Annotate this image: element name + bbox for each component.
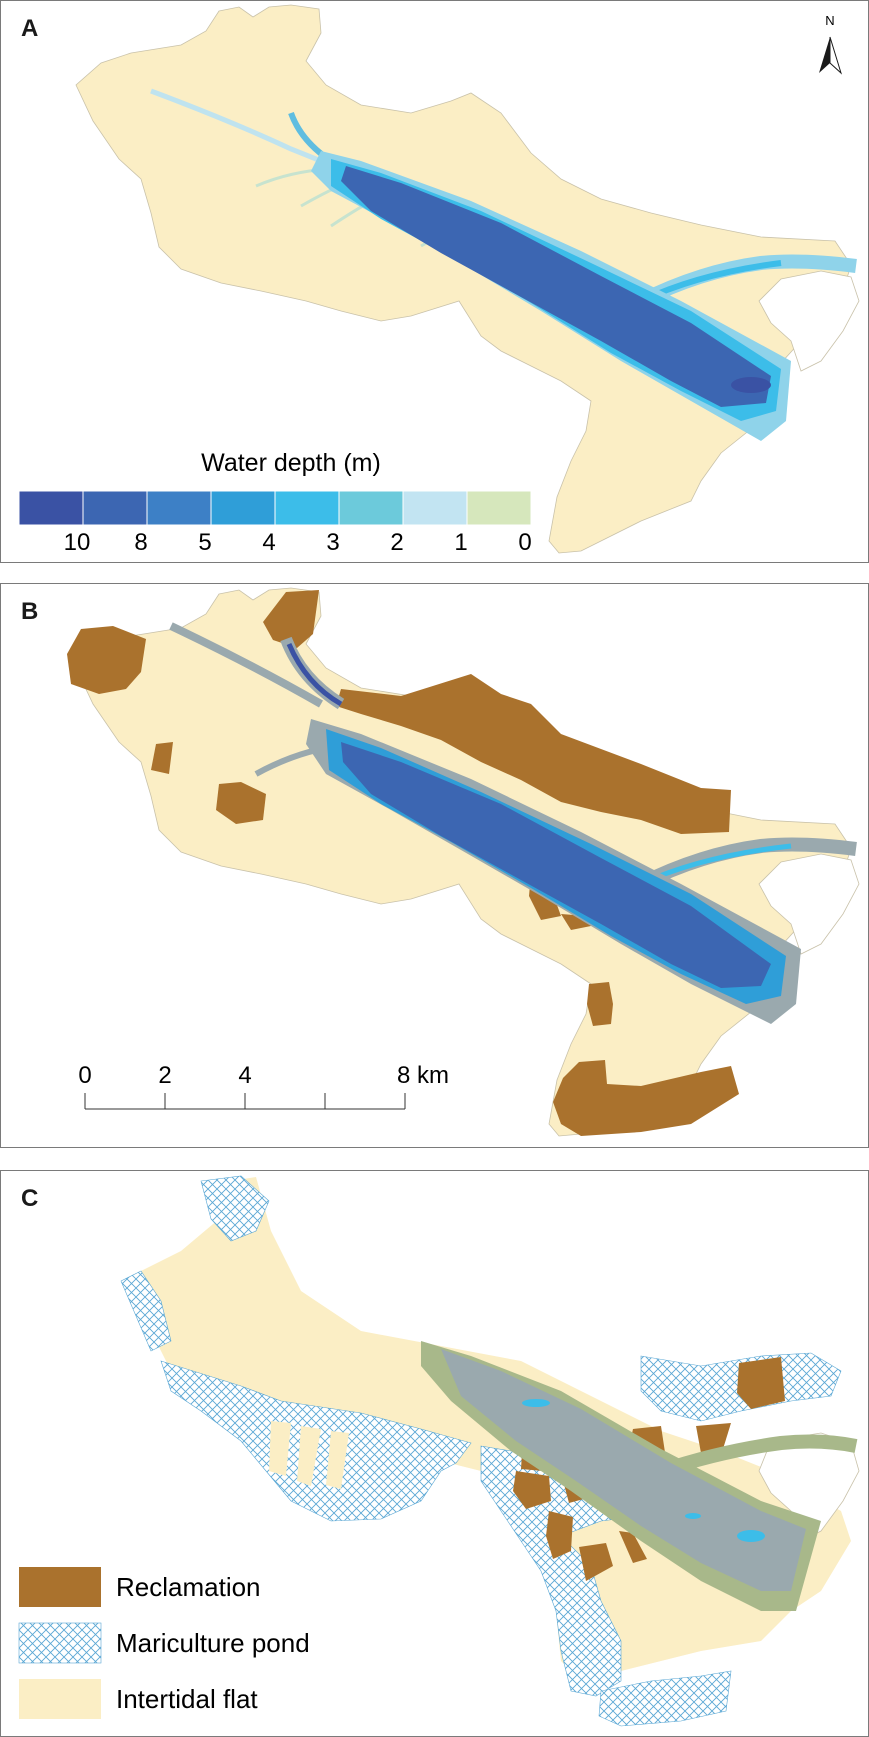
scale-bar: 0 2 4 8 km <box>78 1062 449 1109</box>
intertidal-flat-area <box>76 588 851 1136</box>
panel-b-map: 0 2 4 8 km <box>1 584 868 1147</box>
class-legend-label: Intertidal flat <box>116 1684 258 1714</box>
class-legend-label: Mariculture pond <box>116 1628 310 1658</box>
depth-legend-swatch <box>83 491 147 525</box>
panel-a-water-depth-map: A N Water depth (m) 10 8 5 4 3 2 1 0 <box>0 0 869 563</box>
depth-legend-swatch <box>403 491 467 525</box>
depth-legend-swatches <box>19 491 531 525</box>
depth-legend-swatch <box>147 491 211 525</box>
depth-legend-tick-label: 1 <box>454 529 467 556</box>
north-arrow-icon <box>819 37 841 73</box>
channel-deep-spot <box>522 1399 550 1407</box>
depth-legend-tick-label: 4 <box>262 529 275 556</box>
panel-c-land-use-map: C <box>0 1170 869 1737</box>
depth-legend-swatch <box>211 491 275 525</box>
scale-bar-label: 4 <box>238 1062 251 1089</box>
depth-legend-swatch <box>467 491 531 525</box>
scale-bar-label: 8 km <box>397 1062 449 1089</box>
panel-c-map: Reclamation Mariculture pond Intertidal fl… <box>1 1171 868 1736</box>
channel-deep-spot <box>737 1530 765 1542</box>
depth-legend-swatch <box>339 491 403 525</box>
depth-legend-tick-label: 5 <box>198 529 211 556</box>
class-legend-swatch <box>19 1623 101 1663</box>
depth-legend-tick-label: 2 <box>390 529 403 556</box>
channel-deep-spot <box>685 1513 701 1519</box>
panel-a-map: N Water depth (m) 10 8 5 4 3 2 1 0 <box>1 1 868 562</box>
scale-bar-label: 2 <box>158 1062 171 1089</box>
intertidal-flat-area <box>76 5 851 553</box>
class-legend-swatch <box>19 1679 101 1719</box>
depth-legend-tick-label: 8 <box>134 529 147 556</box>
depth-legend-swatch <box>275 491 339 525</box>
north-arrow-label: N <box>825 13 834 28</box>
main-channel-deepest <box>731 377 771 393</box>
depth-legend-swatch <box>19 491 83 525</box>
depth-legend-title: Water depth (m) <box>201 449 381 477</box>
scale-bar-label: 0 <box>78 1062 91 1089</box>
class-legend: Reclamation Mariculture pond Intertidal fl… <box>19 1567 310 1719</box>
reclamation-area <box>737 1357 785 1409</box>
depth-legend-tick-label: 0 <box>518 529 531 556</box>
class-legend-label: Reclamation <box>116 1572 261 1602</box>
depth-legend-tick-label: 3 <box>326 529 339 556</box>
depth-legend-tick-label: 10 <box>64 529 91 556</box>
class-legend-swatch <box>19 1567 101 1607</box>
depth-legend-ticks: 10 8 5 4 3 2 1 0 <box>64 529 532 556</box>
